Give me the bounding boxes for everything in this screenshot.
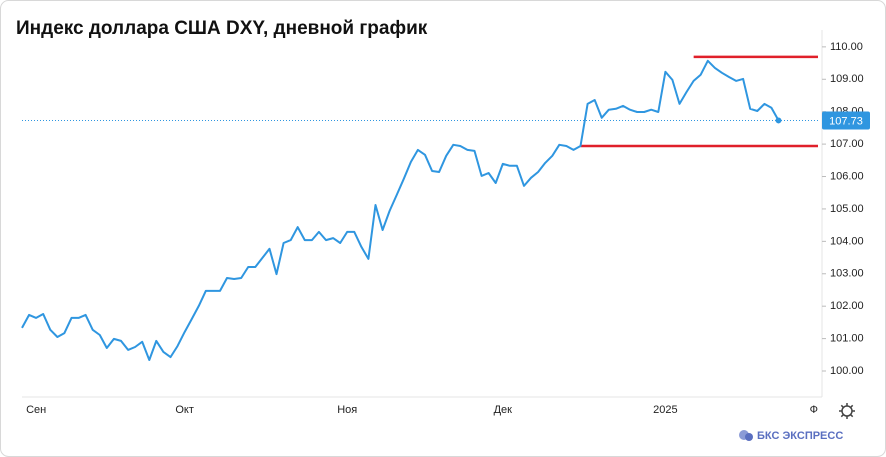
y-tick-label: 106.00: [830, 170, 864, 182]
last-price-label: 107.73: [829, 115, 863, 127]
x-tick-label: Окт: [175, 404, 194, 416]
y-tick-label: 110.00: [830, 41, 863, 53]
chart-title: Индекс доллара США DXY, дневной график: [16, 18, 428, 39]
last-point: [775, 117, 782, 124]
logo: БКС ЭКСПРЕСС: [739, 430, 843, 442]
last-price-box: [822, 111, 870, 130]
x-tick-label: Ноя: [337, 404, 357, 416]
watermark: БКС ЭКСПРЕСС: [757, 430, 843, 442]
x-tick-label: Ф: [810, 404, 818, 416]
price-line: [21, 59, 780, 361]
y-tick-label: 105.00: [830, 203, 864, 215]
settings-icon[interactable]: [839, 403, 855, 419]
x-tick-label: Сен: [26, 404, 46, 416]
y-tick-label: 103.00: [830, 268, 864, 280]
y-tick-label: 101.00: [830, 333, 864, 345]
y-tick-label: 109.00: [830, 73, 864, 85]
y-tick-label: 104.00: [830, 235, 864, 247]
x-tick-label: Дек: [494, 404, 513, 416]
y-tick-label: 107.00: [830, 138, 864, 150]
y-tick-label: 100.00: [830, 365, 864, 377]
x-tick-label: 2025: [653, 404, 677, 416]
y-tick-label: 102.00: [830, 300, 864, 312]
